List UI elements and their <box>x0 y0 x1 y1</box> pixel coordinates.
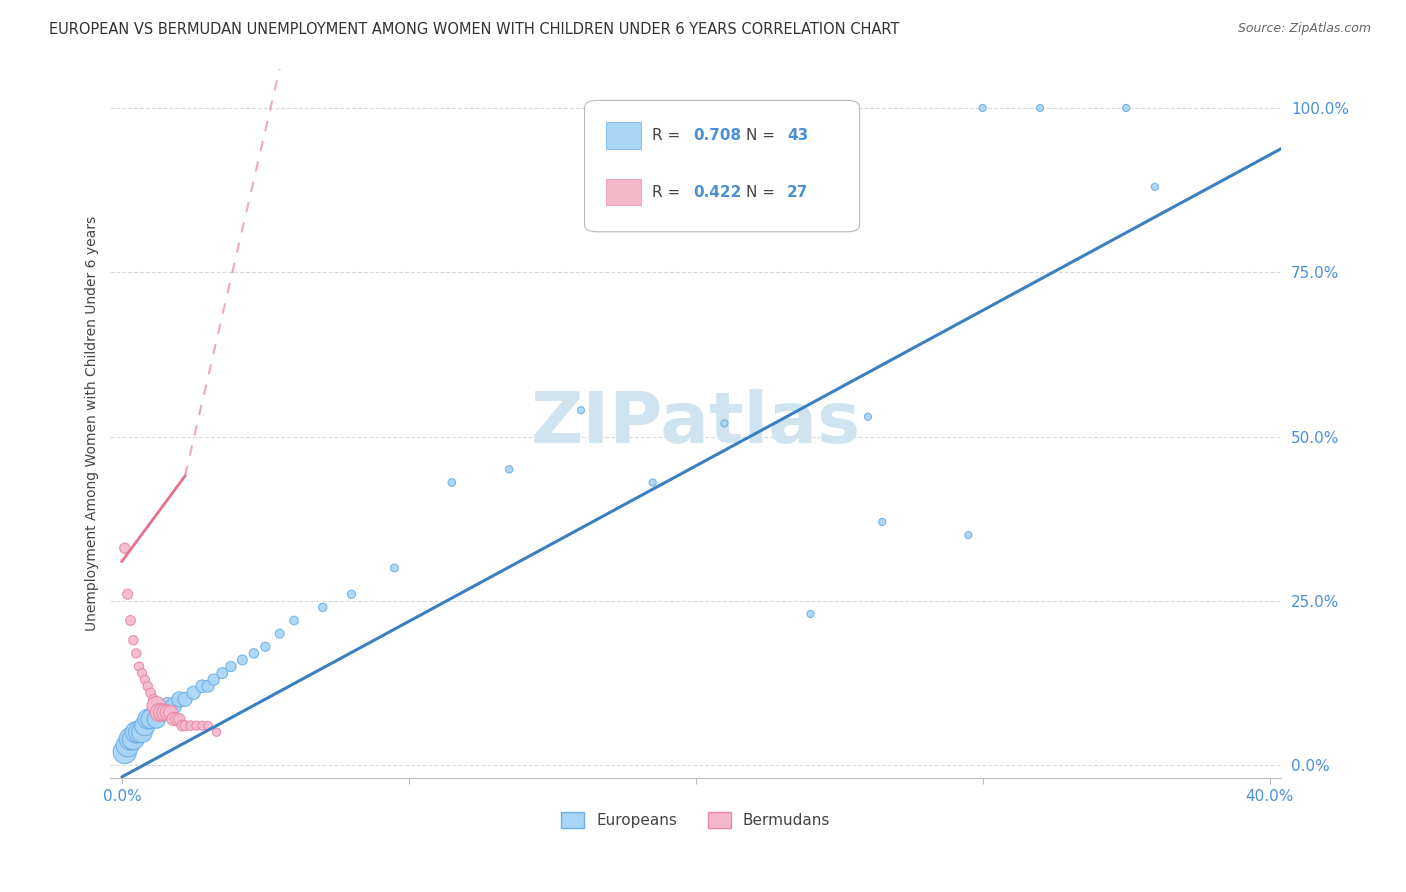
Point <box>174 692 197 706</box>
Point <box>153 706 176 720</box>
Point <box>169 712 191 726</box>
Text: Source: ZipAtlas.com: Source: ZipAtlas.com <box>1237 22 1371 36</box>
Point <box>117 739 139 753</box>
Point <box>128 725 150 739</box>
Point <box>150 706 173 720</box>
Point <box>180 719 202 733</box>
Point <box>156 698 179 713</box>
Point <box>283 614 305 628</box>
Point <box>148 706 170 720</box>
Point <box>117 587 139 601</box>
Point <box>169 692 191 706</box>
Text: ZIPatlas: ZIPatlas <box>530 389 860 458</box>
Point <box>145 698 167 713</box>
Point <box>131 725 153 739</box>
Point <box>134 673 156 687</box>
Point <box>183 686 205 700</box>
Text: N =: N = <box>747 128 780 144</box>
FancyBboxPatch shape <box>606 178 641 205</box>
Text: 0.422: 0.422 <box>693 186 742 200</box>
Text: N =: N = <box>747 186 780 200</box>
Point <box>870 515 893 529</box>
Point <box>856 409 879 424</box>
Point <box>120 731 142 746</box>
Text: R =: R = <box>652 186 686 200</box>
Point <box>122 731 145 746</box>
Point <box>197 679 219 693</box>
Point <box>186 719 208 733</box>
Point <box>145 712 167 726</box>
Point <box>120 614 142 628</box>
Point <box>131 666 153 681</box>
Point <box>384 561 406 575</box>
Point <box>174 719 197 733</box>
Text: 43: 43 <box>787 128 808 144</box>
Point <box>159 706 181 720</box>
Legend: Europeans, Bermudans: Europeans, Bermudans <box>555 806 837 834</box>
Y-axis label: Unemployment Among Women with Children Under 6 years: Unemployment Among Women with Children U… <box>86 216 100 631</box>
FancyBboxPatch shape <box>585 101 859 232</box>
Text: 0.708: 0.708 <box>693 128 741 144</box>
Point <box>156 706 179 720</box>
Point <box>498 462 520 476</box>
Point <box>340 587 363 601</box>
Point <box>191 719 214 733</box>
Point <box>269 626 291 640</box>
Point <box>231 653 253 667</box>
Point <box>312 600 335 615</box>
Point <box>114 745 136 759</box>
Point <box>799 607 821 621</box>
Point <box>136 712 159 726</box>
Point <box>713 417 735 431</box>
Point <box>440 475 463 490</box>
FancyBboxPatch shape <box>606 121 641 149</box>
Point <box>134 719 156 733</box>
Point <box>139 686 162 700</box>
Point <box>139 712 162 726</box>
Point <box>162 712 184 726</box>
Point <box>172 719 194 733</box>
Point <box>165 712 187 726</box>
Point <box>205 725 228 739</box>
Point <box>641 475 664 490</box>
Point <box>211 666 233 681</box>
Point <box>128 659 150 673</box>
Point <box>122 633 145 648</box>
Point <box>569 403 592 417</box>
Point <box>202 673 225 687</box>
Point <box>972 101 994 115</box>
Point <box>243 646 266 660</box>
Point <box>162 698 184 713</box>
Point <box>1115 101 1137 115</box>
Point <box>1143 179 1166 194</box>
Text: EUROPEAN VS BERMUDAN UNEMPLOYMENT AMONG WOMEN WITH CHILDREN UNDER 6 YEARS CORREL: EUROPEAN VS BERMUDAN UNEMPLOYMENT AMONG … <box>49 22 900 37</box>
Point <box>219 659 242 673</box>
Point <box>254 640 277 654</box>
Point <box>957 528 980 542</box>
Point <box>1029 101 1052 115</box>
Point <box>197 719 219 733</box>
Text: R =: R = <box>652 128 686 144</box>
Text: 27: 27 <box>787 186 808 200</box>
Point <box>114 541 136 556</box>
Point <box>125 646 148 660</box>
Point <box>150 706 173 720</box>
Point <box>125 725 148 739</box>
Point <box>191 679 214 693</box>
Point <box>142 692 165 706</box>
Point <box>136 679 159 693</box>
